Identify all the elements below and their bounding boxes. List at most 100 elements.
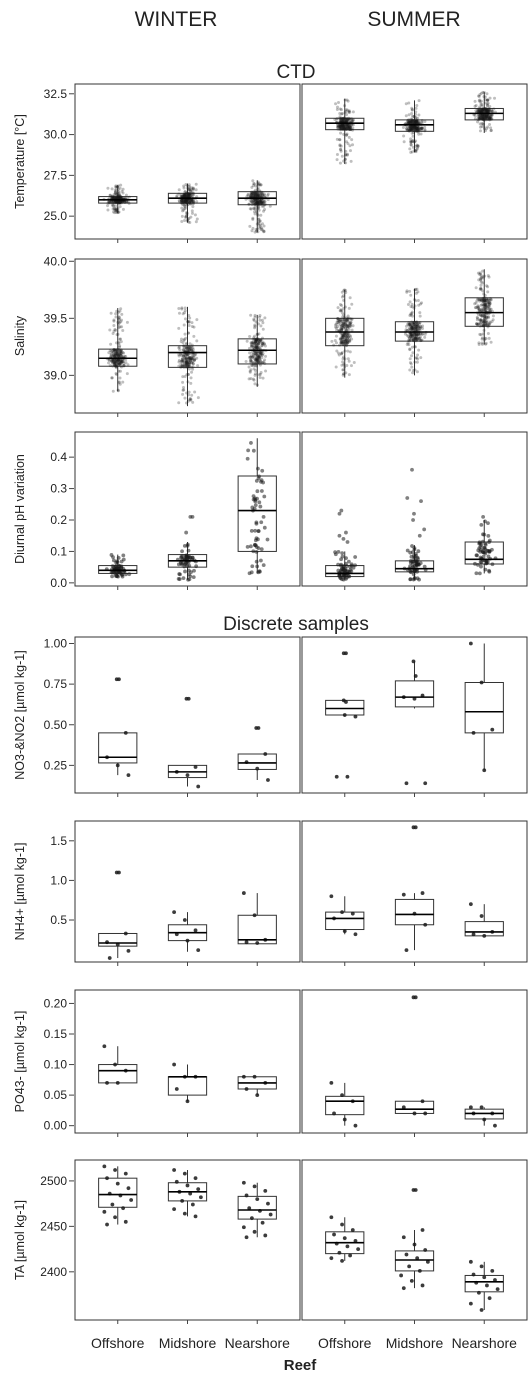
y-tick-label: 1.00 <box>44 637 68 651</box>
data-point <box>181 381 184 384</box>
data-point <box>257 222 260 225</box>
data-point <box>344 651 348 655</box>
box-winter-midshore <box>168 1168 206 1218</box>
data-point <box>180 549 184 553</box>
y-tick-label: 30.0 <box>44 128 68 142</box>
data-point <box>175 194 178 197</box>
y-tick-label: 0.4 <box>50 450 67 464</box>
box-summer-midshore <box>395 99 433 154</box>
data-point <box>411 337 414 340</box>
data-point <box>112 390 115 393</box>
data-point <box>113 1063 117 1067</box>
data-point <box>119 184 122 187</box>
data-point <box>115 210 118 213</box>
data-point <box>252 202 255 205</box>
data-point <box>262 210 265 213</box>
data-point <box>190 394 193 397</box>
data-point <box>343 126 346 129</box>
data-point <box>117 389 120 392</box>
data-point <box>493 97 496 100</box>
data-point <box>118 342 121 345</box>
box-winter-nearshore <box>238 1181 276 1239</box>
data-point <box>260 342 263 345</box>
data-point <box>116 321 119 324</box>
data-point <box>478 319 481 322</box>
data-point <box>260 371 263 374</box>
data-point <box>258 209 261 212</box>
data-point <box>122 208 125 211</box>
data-point <box>105 1176 109 1180</box>
data-point <box>336 138 339 141</box>
data-point <box>256 570 260 574</box>
data-point <box>342 133 345 136</box>
data-point <box>488 337 491 340</box>
data-point <box>260 226 263 229</box>
panels-layer: Temperature [°C]25.027.530.032.5Salinity… <box>13 84 527 1324</box>
data-point <box>347 560 351 564</box>
data-point <box>350 318 353 321</box>
data-point <box>183 1212 187 1216</box>
y-axis-label: PO43- [µmol kg-1] <box>13 1011 27 1113</box>
data-point <box>126 372 129 375</box>
box-summer-midshore <box>395 659 433 785</box>
data-point <box>487 570 491 574</box>
data-point <box>416 549 420 553</box>
data-point <box>262 352 265 355</box>
data-point <box>481 343 484 346</box>
data-point <box>421 1099 425 1103</box>
data-point <box>260 356 263 359</box>
data-point <box>479 273 482 276</box>
data-point <box>408 368 411 371</box>
data-point <box>343 713 347 717</box>
box-summer-offshore <box>326 99 364 165</box>
data-point <box>414 1188 418 1192</box>
data-point <box>343 366 346 369</box>
data-point <box>196 218 199 221</box>
data-point <box>191 205 194 208</box>
data-point <box>340 910 344 914</box>
data-point <box>334 102 337 105</box>
data-point <box>257 475 261 479</box>
data-point <box>408 348 411 351</box>
data-point <box>350 138 353 141</box>
data-point <box>180 360 183 363</box>
data-point <box>251 549 255 553</box>
data-point <box>255 489 259 493</box>
data-point <box>415 356 418 359</box>
box-summer-offshore <box>326 288 364 377</box>
data-point <box>179 562 183 566</box>
data-point <box>193 358 196 361</box>
data-point <box>172 1168 176 1172</box>
data-point <box>474 114 477 117</box>
data-point <box>191 401 194 404</box>
data-point <box>411 550 415 554</box>
data-point <box>408 314 411 317</box>
data-point <box>253 382 256 385</box>
data-point <box>182 312 185 315</box>
data-point <box>414 674 418 678</box>
data-point <box>245 1194 249 1198</box>
data-point <box>482 1118 486 1122</box>
data-point <box>186 773 190 777</box>
data-point <box>111 362 114 365</box>
subplot-no3no2-winter <box>75 637 300 797</box>
data-point <box>410 112 413 115</box>
data-point <box>116 763 120 767</box>
data-point <box>341 360 344 363</box>
data-point <box>191 1203 195 1207</box>
data-point <box>354 1124 358 1128</box>
box-winter-nearshore <box>238 438 276 575</box>
data-point <box>345 134 348 137</box>
data-point <box>483 329 486 332</box>
data-point <box>266 778 270 782</box>
data-point <box>490 298 493 301</box>
data-point <box>115 310 118 313</box>
data-point <box>175 1180 179 1184</box>
data-point <box>415 335 418 338</box>
box-winter-offshore <box>99 677 137 777</box>
subplot-salinity-summer <box>302 259 527 417</box>
data-point <box>251 179 254 182</box>
subplot-no3no2-summer <box>302 637 527 797</box>
data-point <box>343 104 346 107</box>
data-point <box>182 209 185 212</box>
